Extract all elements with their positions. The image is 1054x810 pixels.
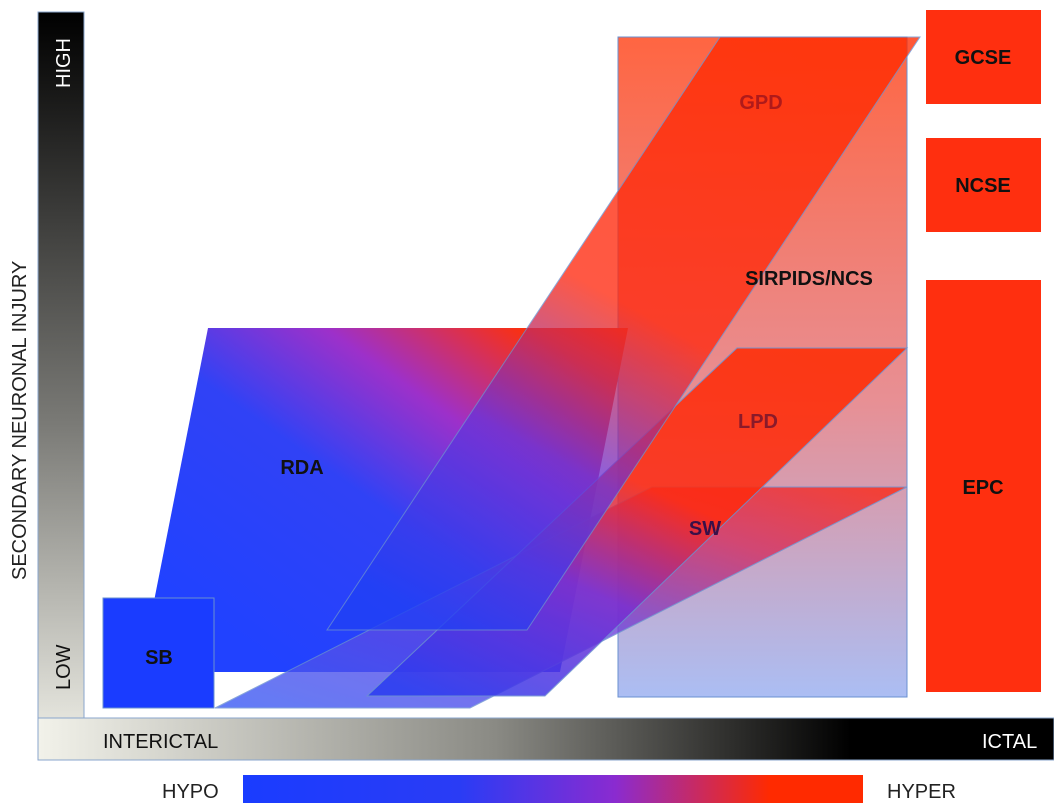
x-axis-bar <box>37 717 1054 761</box>
x-axis-ictal-label: ICTAL <box>982 731 1037 753</box>
rda-label: RDA <box>280 457 323 479</box>
y-axis-bar <box>37 11 85 761</box>
gcse-box <box>926 10 1041 104</box>
ncse-label: NCSE <box>955 175 1011 197</box>
hypo-hyper-gradient-bar <box>243 775 863 803</box>
sb-box <box>102 597 215 709</box>
y-axis-high-label: HIGH <box>53 38 75 88</box>
epc-label: EPC <box>962 477 1003 499</box>
legend-hyper-label: HYPER <box>887 781 956 803</box>
y-axis-title: SECONDARY NEURONAL INJURY <box>9 261 31 580</box>
sb-label: SB <box>145 647 173 669</box>
ncse-box <box>926 138 1041 232</box>
y-axis-low-label: LOW <box>53 644 75 690</box>
epc-box <box>926 280 1041 692</box>
gpd-label: GPD <box>739 92 782 114</box>
lpd-label: LPD <box>738 411 778 433</box>
sirpids-label: SIRPIDS/NCS <box>745 268 873 290</box>
gpd-band <box>326 36 921 631</box>
x-axis-interictal-label: INTERICTAL <box>103 731 218 753</box>
legend-hypo-label: HYPO <box>162 781 219 803</box>
gcse-label: GCSE <box>955 47 1012 69</box>
sw-label: SW <box>689 518 721 540</box>
